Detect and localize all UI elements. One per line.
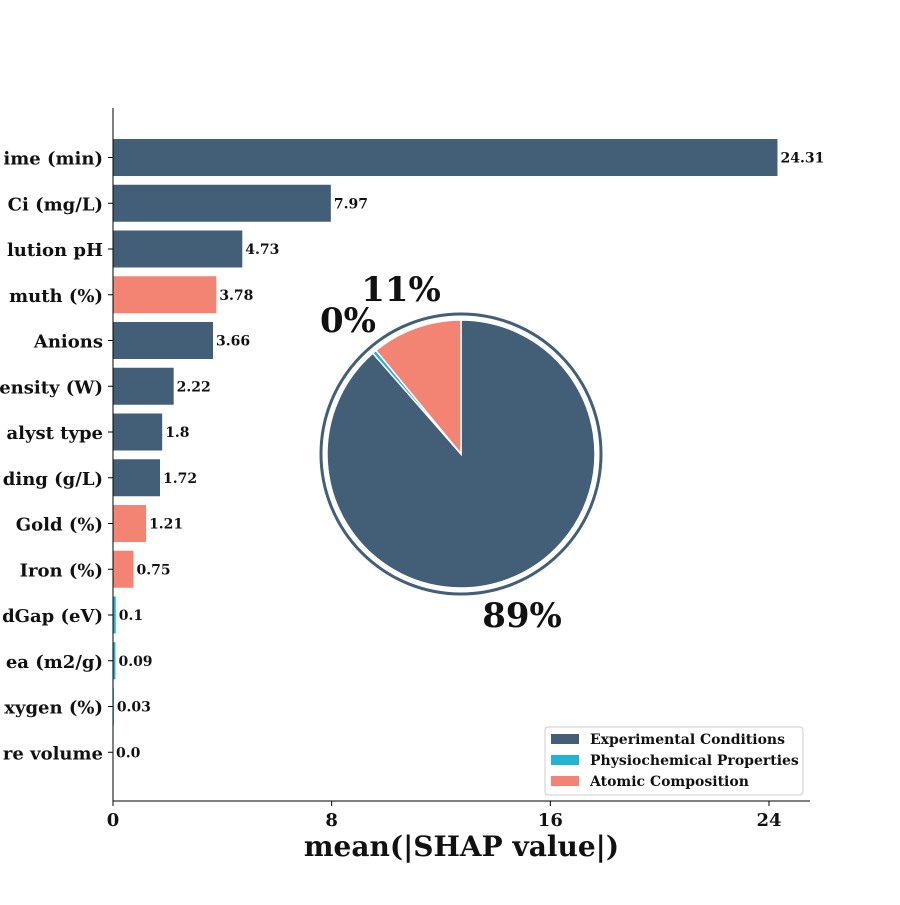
category-label: re volume — [3, 743, 103, 764]
bar — [113, 230, 243, 268]
x-tick-label: 24 — [756, 810, 781, 831]
category-label: xygen (%) — [4, 698, 103, 719]
category-label: ime (min) — [3, 149, 103, 170]
category-label: ensity (W) — [0, 377, 103, 398]
pie-slice-label: 11% — [361, 270, 441, 310]
x-tick-label: 16 — [538, 810, 563, 831]
category-label: alyst type — [7, 423, 104, 444]
legend-swatch — [551, 755, 579, 765]
category-label: Iron (%) — [20, 560, 103, 581]
pie-slice-label: 0% — [320, 301, 376, 341]
bar — [113, 459, 161, 497]
bar — [113, 184, 331, 222]
bar-value-label: 1.21 — [149, 517, 183, 533]
category-label: ea (m2/g) — [6, 652, 103, 673]
bar — [113, 322, 214, 359]
legend-frame — [544, 726, 804, 796]
category-label: Gold (%) — [16, 515, 103, 536]
legend: Experimental Conditions Physiochemical Pr… — [544, 726, 804, 796]
category-label: lution pH — [7, 240, 103, 261]
bar-value-label: 4.73 — [245, 242, 279, 258]
bar-value-label: 2.22 — [177, 379, 211, 395]
category-label: Anions — [33, 332, 103, 353]
category-label: dGap (eV) — [2, 606, 103, 627]
bar-value-label: 0.75 — [137, 562, 171, 578]
bar-value-label: 0.03 — [117, 700, 151, 716]
bar — [113, 550, 134, 588]
bar-value-label: 24.31 — [780, 151, 824, 167]
category-label: muth (%) — [9, 286, 103, 307]
bar-value-label: 3.66 — [216, 334, 250, 350]
bar-value-label: 0.0 — [116, 745, 141, 761]
bar — [113, 642, 116, 680]
bar-value-label: 0.1 — [119, 608, 143, 624]
x-tick-label: 8 — [325, 810, 338, 831]
x-axis-title: mean(|SHAP value|) — [304, 830, 619, 863]
bar-value-label: 0.09 — [118, 654, 152, 670]
category-label: Ci (mg/L) — [8, 194, 103, 215]
legend-label: Experimental Conditions — [590, 732, 785, 748]
bar — [113, 596, 116, 634]
x-tick-label: 0 — [107, 810, 120, 831]
pie-slice — [374, 319, 462, 457]
bar — [113, 139, 778, 176]
pie-layer: 89% 0%11% — [319, 270, 603, 636]
category-label: ding (g/L) — [3, 469, 103, 490]
bar-value-label: 1.72 — [163, 471, 197, 487]
bar — [113, 276, 217, 314]
axes-layer: ime (min) Ci (mg/L) lution pH muth (%) Anion… — [0, 108, 810, 863]
legend-swatch — [551, 734, 579, 744]
bar-value-label: 3.78 — [219, 288, 253, 304]
bars-layer: 24.31 7.97 4.73 3.78 3.66 2.22 1.8 1.72 1.21 0.75… — [113, 139, 824, 761]
bar-value-label: 7.97 — [334, 196, 368, 212]
legend-swatch — [551, 776, 579, 786]
bar — [113, 505, 147, 542]
pie-slice-label: 89% — [482, 596, 562, 636]
legend-label: Physiochemical Properties — [590, 753, 799, 769]
bar — [113, 367, 174, 405]
legend-label: Atomic Composition — [589, 774, 749, 790]
bar-value-label: 1.8 — [165, 425, 189, 441]
bar — [113, 413, 163, 451]
